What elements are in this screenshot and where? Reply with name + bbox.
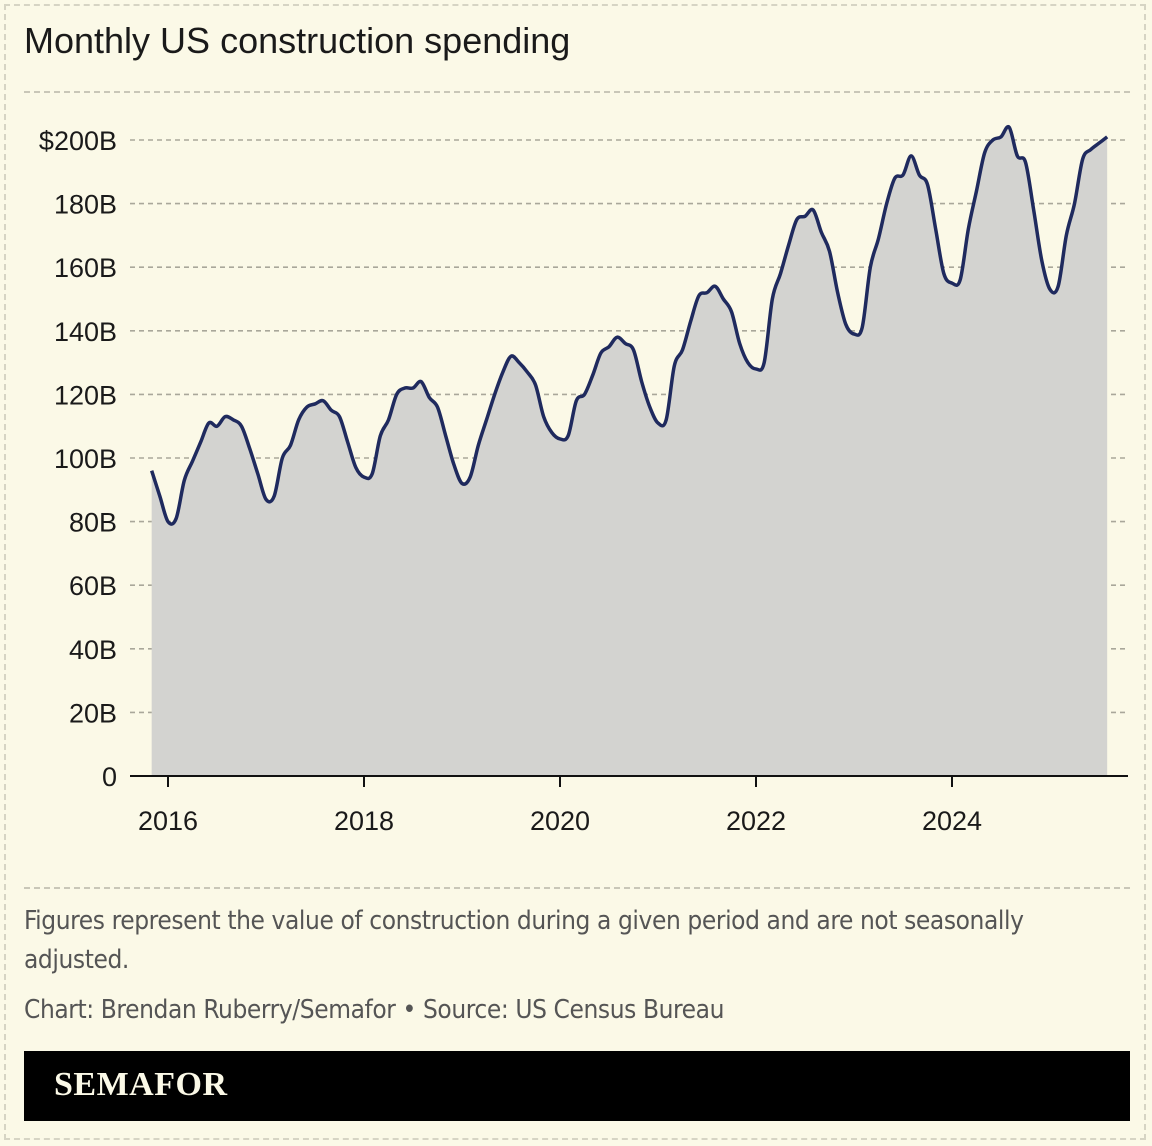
y-tick-label: $200B: [39, 126, 117, 156]
y-tick-label: 160B: [54, 253, 117, 283]
footnote: Figures represent the value of construct…: [24, 906, 1024, 975]
series-line: [150, 124, 1109, 526]
y-tick-label: 40B: [69, 635, 117, 665]
x-tick-label: 2020: [530, 806, 590, 836]
y-tick-label: 180B: [54, 190, 117, 220]
chart-title: Monthly US construction spending: [24, 20, 571, 61]
x-tick-label: 2018: [334, 806, 394, 836]
y-tick-label: 20B: [69, 698, 117, 728]
semafor-logo: SEMAFOR: [54, 1066, 228, 1103]
title-divider: [24, 91, 1130, 93]
area-fill: [151, 126, 1108, 776]
chart-frame: [4, 4, 1146, 1140]
y-tick-label: 0: [102, 762, 117, 792]
x-tick-label: 2016: [138, 806, 198, 836]
brand-bar: SEMAFOR: [24, 1051, 1130, 1121]
y-tick-label: 140B: [54, 317, 117, 347]
y-tick-label: 100B: [54, 444, 117, 474]
y-tick-label: 80B: [69, 508, 117, 538]
x-tick-label: 2024: [922, 806, 982, 836]
credit-line: Chart: Brendan Ruberry/Semafor • Source:…: [24, 995, 725, 1025]
y-tick-label: 60B: [69, 571, 117, 601]
y-tick-label: 120B: [54, 380, 117, 410]
x-tick-label: 2022: [726, 806, 786, 836]
footer-divider: [24, 887, 1130, 889]
